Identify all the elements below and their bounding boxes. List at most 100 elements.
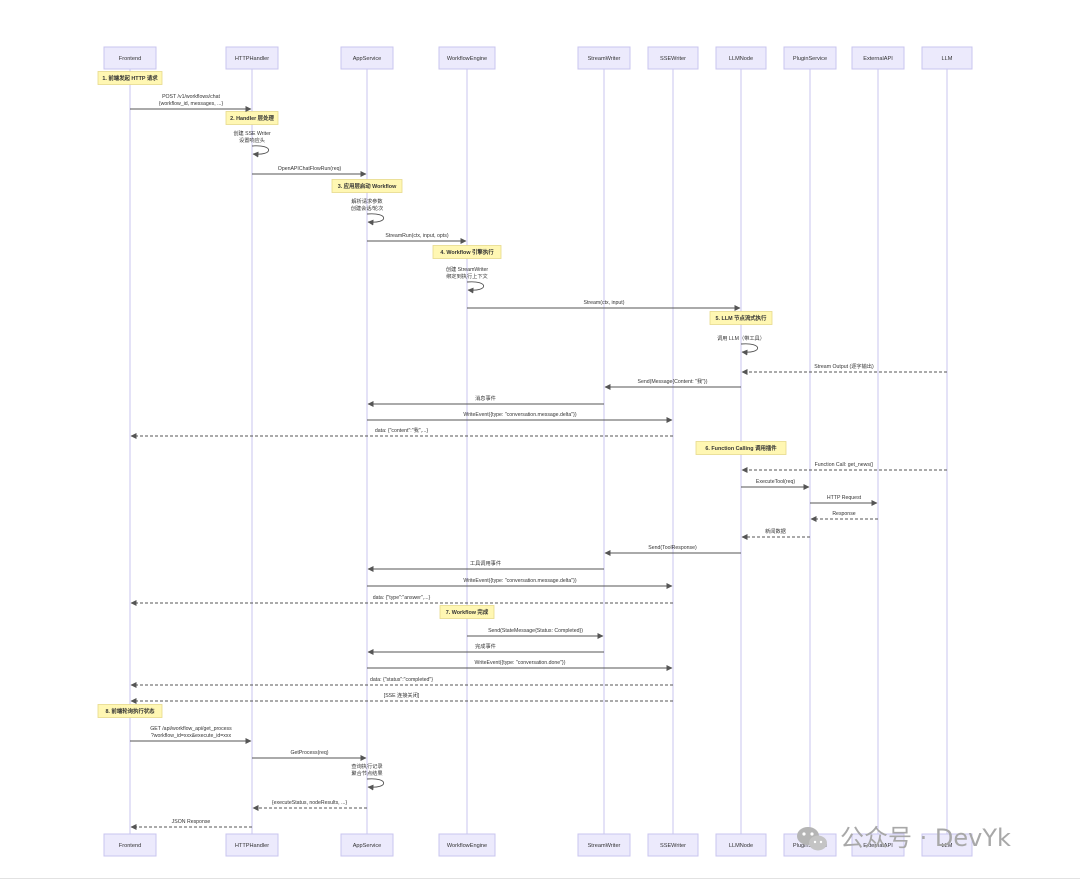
message-label: Response xyxy=(832,511,855,517)
participant-box xyxy=(340,46,394,70)
message-label: data: {"status":"completed"} xyxy=(370,677,433,683)
message-label: data: {"content":"我",...} xyxy=(375,426,428,434)
participant-label: ExternalAPI xyxy=(863,843,893,849)
message-label: GET /api/workflow_api/get_process xyxy=(150,726,232,732)
message-label: WriteEvent({type: "conversation.done"}) xyxy=(475,660,566,666)
message: WriteEvent({type: "conversation.done"}) xyxy=(367,660,673,671)
message-label: 创建会话/轮次 xyxy=(351,204,384,212)
message: OpenAPIChatFlowRun(req) xyxy=(252,166,367,177)
participant-box xyxy=(647,46,699,70)
message: Function Call: get_news() xyxy=(741,462,947,473)
participant-pluginservice-top: PluginService xyxy=(783,46,837,70)
message: 工具调用事件 xyxy=(367,559,604,572)
message-label: Send(StateMessage{Status: Completed}) xyxy=(488,628,583,634)
wechat-icon xyxy=(797,827,827,851)
messages: POST /v1/workflows/chat{workflow_id, mes… xyxy=(130,94,947,830)
message: [SSE 连接关闭] xyxy=(130,691,673,704)
message-label: 解析请求参数 xyxy=(351,197,383,205)
participant-label: StreamWriter xyxy=(588,56,621,62)
message: Send(Message{Content: "我"}) xyxy=(604,377,741,390)
participant-label: ExternalAPI xyxy=(863,56,893,62)
message: {executeStatus, nodeResults, ...} xyxy=(252,800,367,811)
participant-appservice-bottom: AppService xyxy=(340,833,394,857)
message-label: StreamRun(ctx, input, opts) xyxy=(385,233,448,239)
message: Stream(ctx, input) xyxy=(467,300,741,311)
participant-box xyxy=(851,46,905,70)
participant-label: AppService xyxy=(353,56,382,62)
message: 新闻数据 xyxy=(741,527,810,540)
note-text: 2. Handler 层处理 xyxy=(230,114,274,122)
participant-label: LLMNode xyxy=(729,56,753,62)
note: 2. Handler 层处理 xyxy=(225,111,279,125)
message-label: Function Call: get_news() xyxy=(815,462,874,468)
note: 3. 应用层启动 Workflow xyxy=(331,179,403,193)
message-label: Stream(ctx, input) xyxy=(584,300,625,306)
message-label: JSON Response xyxy=(172,819,211,825)
message-label: 创建 SSE Writer xyxy=(233,129,271,137)
message: 消息事件 xyxy=(367,394,604,407)
message: GET /api/workflow_api/get_process?workfl… xyxy=(130,726,252,744)
message-label: Send(Message{Content: "我"}) xyxy=(637,377,707,385)
message-label: GetProcess(req) xyxy=(290,750,328,756)
note-text: 6. Function Calling 调用插件 xyxy=(705,444,777,452)
note-box xyxy=(225,111,279,125)
note-box xyxy=(97,704,163,718)
participant-box xyxy=(225,46,279,70)
message-label: 查询执行记录 xyxy=(351,762,382,770)
note-box xyxy=(97,71,163,85)
message-label: {executeStatus, nodeResults, ...} xyxy=(272,800,348,806)
participant-ssewriter-bottom: SSEWriter xyxy=(647,833,699,857)
note-text: 7. Workflow 完成 xyxy=(446,608,489,616)
participant-appservice-top: AppService xyxy=(340,46,394,70)
participant-label: StreamWriter xyxy=(588,843,621,849)
note-box xyxy=(709,311,773,325)
participant-label: HTTPHandler xyxy=(235,843,269,849)
participant-workflowengine-top: WorkflowEngine xyxy=(438,46,496,70)
participant-label: AppService xyxy=(353,843,382,849)
self-arrow xyxy=(466,281,485,294)
participant-workflowengine-bottom: WorkflowEngine xyxy=(438,833,496,857)
message-label: 创建 StreamWriter xyxy=(446,265,489,273)
note: 8. 前端轮询执行状态 xyxy=(97,704,163,718)
self-arrow xyxy=(740,343,759,356)
watermark: 公众号 · DevYk xyxy=(797,824,1011,852)
participant-box xyxy=(577,46,631,70)
message: data: {"content":"我",...} xyxy=(130,426,673,439)
note: 4. Workflow 引擎执行 xyxy=(432,245,502,259)
participant-externalapi-bottom: ExternalAPI xyxy=(851,833,905,857)
participant-label: WorkflowEngine xyxy=(447,56,487,62)
message-label: ExecuteTool(req) xyxy=(756,479,795,485)
participant-label: PluginService xyxy=(793,56,827,62)
message: ExecuteTool(req) xyxy=(741,479,810,490)
message: JSON Response xyxy=(130,819,252,830)
participant-label: Frontend xyxy=(119,56,141,62)
message-label: WriteEvent({type: "conversation.message.… xyxy=(463,578,576,584)
participant-box xyxy=(783,46,837,70)
message-label: [SSE 连接关闭] xyxy=(384,691,420,699)
participant-httphandler-bottom: HTTPHandler xyxy=(225,833,279,857)
note: 6. Function Calling 调用插件 xyxy=(695,441,787,455)
message: data: {"type":"answer",...} xyxy=(130,595,673,606)
participant-llmnode-bottom: LLMNode xyxy=(715,833,767,857)
note-text: 5. LLM 节点流式执行 xyxy=(716,314,768,322)
participant-label: SSEWriter xyxy=(660,56,686,62)
participant-streamwriter-top: StreamWriter xyxy=(577,46,631,70)
message-label: {workflow_id, messages, ...} xyxy=(159,101,224,107)
note: 1. 前端发起 HTTP 请求 xyxy=(97,71,163,85)
message: Send(ToolResponse) xyxy=(604,545,741,556)
participant-httphandler-top: HTTPHandler xyxy=(225,46,279,70)
participant-frontend-top: Frontend xyxy=(103,46,157,70)
participant-box xyxy=(103,46,157,70)
participant-box xyxy=(103,833,157,857)
message-label: data: {"type":"answer",...} xyxy=(373,595,431,601)
message-label: POST /v1/workflows/chat xyxy=(162,94,220,100)
message: StreamRun(ctx, input, opts) xyxy=(367,233,467,244)
message-label: Send(ToolResponse) xyxy=(648,545,697,551)
message-label: 绑定到执行上下文 xyxy=(446,272,488,280)
participant-box xyxy=(225,833,279,857)
message: WriteEvent({type: "conversation.message.… xyxy=(367,578,673,589)
